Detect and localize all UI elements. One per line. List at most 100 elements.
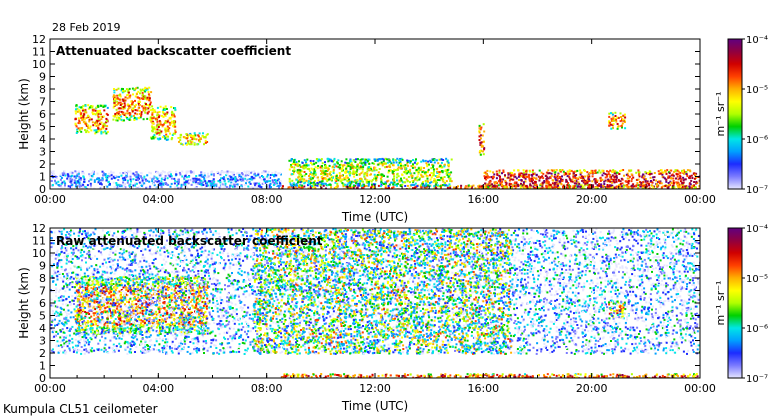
heatmap-cell: [122, 106, 125, 108]
heatmap-cell: [274, 173, 276, 176]
heatmap-cell: [667, 175, 670, 178]
heatmap-cell: [479, 141, 482, 144]
heatmap-cell: [608, 112, 611, 115]
heatmap-cell: [308, 167, 310, 170]
heatmap-cell: [480, 145, 483, 148]
heatmap-cell: [290, 375, 292, 378]
heatmap-cell: [646, 182, 649, 185]
heatmap-cell: [397, 175, 400, 178]
heatmap-cell: [152, 135, 155, 138]
heatmap-cell: [615, 178, 618, 181]
heatmap-cell: [570, 180, 573, 183]
heatmap-cell: [469, 373, 472, 376]
heatmap-cell: [63, 185, 66, 188]
heatmap-cell: [113, 104, 116, 106]
heatmap-cell: [328, 173, 331, 176]
heatmap-cell: [629, 169, 632, 172]
heatmap-cell: [480, 141, 483, 144]
heatmap-cell: [543, 375, 546, 378]
heatmap-cell: [371, 179, 374, 181]
heatmap-cell: [562, 187, 565, 189]
heatmap-cell: [107, 175, 109, 178]
heatmap-cell: [393, 177, 395, 180]
heatmap-cell: [97, 116, 100, 118]
heatmap-cell: [323, 177, 326, 179]
heatmap-cell: [353, 173, 355, 175]
heatmap-cell: [613, 172, 616, 175]
heatmap-cell: [670, 174, 673, 177]
heatmap-cell: [414, 177, 417, 180]
y-tick-label: 4: [39, 133, 46, 146]
heatmap-cell: [291, 375, 294, 378]
heatmap-cell: [685, 171, 688, 174]
heatmap-cell: [179, 142, 182, 145]
heatmap-cell: [110, 311, 113, 314]
heatmap-cell: [70, 184, 73, 187]
heatmap-cell: [450, 158, 453, 161]
heatmap-cell: [267, 176, 270, 179]
heatmap-cell: [353, 166, 356, 169]
heatmap-cell: [289, 165, 292, 168]
heatmap-cell: [175, 173, 178, 176]
heatmap-cell: [116, 187, 119, 189]
heatmap-cell: [97, 105, 100, 108]
heatmap-cell: [142, 295, 145, 297]
heatmap-cell: [305, 164, 308, 167]
heatmap-cell: [184, 142, 187, 145]
heatmap-cell: [81, 310, 84, 313]
heatmap-cell: [195, 303, 198, 306]
heatmap-cell: [569, 185, 572, 188]
heatmap-cell: [579, 185, 582, 188]
heatmap-cell: [293, 166, 296, 169]
heatmap-cell: [344, 177, 347, 180]
heatmap-cell: [204, 301, 207, 304]
heatmap-cell: [661, 376, 664, 378]
heatmap-cell: [380, 180, 383, 183]
heatmap-cell: [369, 168, 372, 170]
heatmap-cell: [82, 289, 84, 292]
heatmap-cell: [655, 374, 658, 377]
heatmap-cell: [89, 172, 92, 175]
heatmap-cell: [225, 186, 228, 188]
heatmap-cell: [110, 316, 113, 319]
heatmap-cell: [326, 166, 328, 169]
heatmap-cell: [501, 376, 504, 378]
heatmap-cell: [420, 166, 423, 169]
heatmap-cell: [466, 187, 469, 189]
heatmap-cell: [78, 119, 81, 122]
heatmap-cell: [595, 376, 597, 378]
heatmap-cell: [241, 172, 243, 175]
heatmap-cell: [160, 281, 163, 284]
heatmap-cell: [579, 169, 582, 172]
heatmap-cell: [305, 173, 308, 175]
heatmap-cell: [174, 301, 177, 304]
heatmap-cell: [84, 122, 87, 125]
heatmap-cell: [141, 92, 144, 94]
heatmap-cell: [81, 109, 84, 112]
heatmap-cell: [193, 329, 196, 332]
heatmap-cell: [115, 186, 118, 189]
heatmap-cell: [551, 187, 554, 189]
heatmap-cell: [668, 172, 671, 175]
heatmap-cell: [284, 375, 287, 378]
heatmap-cell: [479, 374, 482, 377]
heatmap-cell: [622, 169, 625, 171]
heatmap-cell: [157, 113, 160, 116]
heatmap-cell: [530, 180, 533, 183]
heatmap-cell: [275, 174, 278, 177]
heatmap-cell: [679, 175, 682, 178]
heatmap-cell: [648, 173, 651, 176]
heatmap-cell: [337, 166, 340, 169]
heatmap-cell: [358, 173, 361, 176]
heatmap-cell: [506, 185, 508, 188]
heatmap-cell: [527, 375, 530, 378]
heatmap-cell: [90, 105, 92, 107]
heatmap-cell: [104, 285, 107, 288]
heatmap-cell: [266, 173, 269, 176]
heatmap-cell: [124, 96, 127, 99]
heatmap-cell: [137, 107, 140, 110]
heatmap-cell: [575, 184, 578, 187]
heatmap-cell: [300, 176, 302, 179]
heatmap-cell: [545, 177, 548, 180]
heatmap-cell: [154, 117, 157, 120]
